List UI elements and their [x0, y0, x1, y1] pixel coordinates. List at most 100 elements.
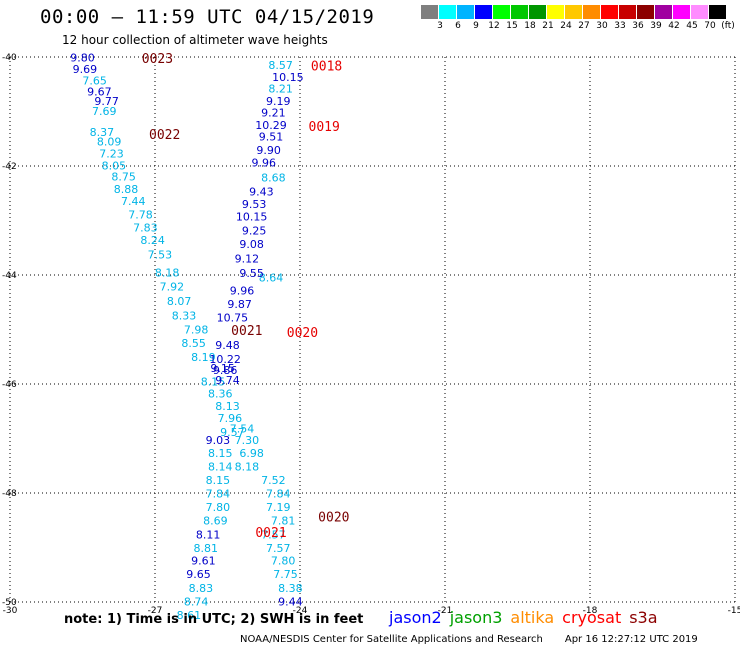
- wave-height-value: 8.83: [189, 582, 214, 595]
- pass-time-label: 0021: [255, 526, 286, 541]
- wave-height-value: 8.19: [191, 351, 216, 364]
- pass-time-label: 0020: [318, 510, 349, 525]
- y-tick-label: -44: [2, 271, 17, 281]
- wave-height-value: 7.81: [271, 514, 296, 527]
- wave-height-value: 7.80: [206, 501, 231, 514]
- pass-time-labels: 0023 0018 0019 0022 0021 0020 0020 0021: [142, 52, 350, 541]
- legend-label: 15: [506, 21, 518, 31]
- legend-label: 27: [578, 21, 590, 31]
- satellite-name: altika: [510, 608, 555, 627]
- legend-swatch: [529, 5, 546, 19]
- wave-height-value: 7.78: [128, 209, 153, 222]
- x-tick-label: -27: [148, 606, 163, 616]
- wave-height-value: 8.18: [155, 266, 180, 279]
- footer-source: NOAA/NESDIS Center for Satellite Applica…: [240, 634, 543, 645]
- satellite-name: cryosat: [562, 608, 622, 627]
- wave-height-value: 8.88: [114, 183, 139, 196]
- wave-height-value: 10.29: [255, 119, 287, 132]
- legend-label: 12: [488, 21, 500, 31]
- wave-height-value: 8.24: [140, 234, 165, 247]
- wave-height-value: 7.96: [218, 412, 243, 425]
- wave-height-value: 8.05: [102, 159, 127, 172]
- y-tick-label: -46: [2, 380, 17, 390]
- wave-height-value: 10.15: [272, 71, 304, 84]
- legend-swatch: [493, 5, 510, 19]
- pass-time-label: 0022: [149, 128, 180, 143]
- legend-swatch: [421, 5, 438, 19]
- wave-height-value: 9.57: [220, 426, 245, 439]
- footer-timestamp: Apr 16 12:27:12 UTC 2019: [564, 634, 698, 645]
- wave-height-value: 9.65: [186, 568, 211, 581]
- wave-height-value: 8.15: [208, 447, 233, 460]
- wave-height-value: 9.96: [252, 157, 277, 170]
- legend-swatch: [511, 5, 528, 19]
- wave-height-value: 8.14: [208, 460, 233, 473]
- wave-height-value: 9.12: [235, 253, 260, 266]
- legend-label: 42: [668, 21, 680, 31]
- x-tick-label: -21: [438, 606, 453, 616]
- x-tick-label: -30: [3, 606, 18, 616]
- wave-height-value: 8.13: [215, 400, 240, 413]
- wave-height-value: 6.98: [239, 447, 264, 460]
- legend-swatch: [709, 5, 726, 19]
- legend-swatch: [673, 5, 690, 19]
- legend-swatch: [457, 5, 474, 19]
- wave-height-value: 9.67: [87, 85, 112, 98]
- wave-height-value: 7.30: [235, 434, 260, 447]
- legend-swatch: [565, 5, 582, 19]
- wave-height-value: 10.22: [209, 353, 241, 366]
- wave-height-value: 7.84: [266, 488, 291, 501]
- legend-label: 18: [524, 21, 536, 31]
- wave-height-value: 9.77: [94, 95, 119, 108]
- wave-height-value: 10.15: [236, 211, 268, 224]
- wave-height-value: 9.53: [242, 198, 267, 211]
- wave-height-value: 9.43: [249, 186, 274, 199]
- legend-label: 36: [632, 21, 644, 31]
- wave-height-value: 8.09: [97, 135, 122, 148]
- wave-height-value: 9.80: [70, 52, 95, 65]
- page-title: 00:00 – 11:59 UTC 04/15/2019: [40, 6, 375, 28]
- legend-label: 24: [560, 21, 572, 31]
- legend-swatch: [547, 5, 564, 19]
- legend-label: 21: [542, 21, 554, 31]
- wave-height-value: 9.86: [213, 364, 238, 377]
- wave-height-value: 9.21: [261, 107, 286, 120]
- wave-height-value: 8.55: [181, 337, 206, 350]
- wave-height-points: 7.65 7.69 8.378.097.238.058.758.887.447.78…: [70, 52, 303, 623]
- satellite-legend: jason2 jason3 altika cryosat s3a: [389, 608, 666, 627]
- wave-height-value: 9.55: [239, 267, 264, 280]
- legend-label: 6: [455, 21, 461, 31]
- wave-height-value: 9.25: [242, 224, 267, 237]
- legend-unit: (ft): [721, 21, 735, 31]
- y-tick-label: -50: [2, 598, 17, 608]
- legend-label: 3: [437, 21, 443, 31]
- wave-height-value: 8.38: [278, 582, 303, 595]
- wave-height-value: 7.84: [206, 488, 231, 501]
- legend-swatch: [439, 5, 456, 19]
- legend-swatch: [619, 5, 636, 19]
- wave-height-value: 7.80: [271, 555, 296, 568]
- wave-height-value: 8.68: [261, 171, 286, 184]
- wave-height-value: 7.75: [273, 568, 298, 581]
- wave-height-value: 8.74: [184, 595, 209, 608]
- wave-height-value: 8.15: [206, 474, 231, 487]
- wave-height-value: 9.51: [259, 131, 284, 144]
- satellite-name: jason3: [449, 608, 503, 627]
- wave-height-value: 7.92: [160, 280, 185, 293]
- legend-swatch: [637, 5, 654, 19]
- x-tick-labels: -30 -27 -24 -21 -18 -15: [3, 606, 740, 616]
- pass-time-label: 0018: [311, 60, 342, 75]
- wave-height-value: 10.75: [217, 312, 249, 325]
- satellite-name: jason2: [389, 608, 442, 627]
- wave-height-value: 8.69: [203, 514, 228, 527]
- wave-height-value: 8.36: [208, 387, 233, 400]
- wave-height-value: 7.57: [266, 542, 291, 555]
- legend-label: 39: [650, 21, 662, 31]
- units-note: note: 1) Time is in UTC; 2) SWH is in fe…: [64, 612, 364, 627]
- page-subtitle: 12 hour collection of altimeter wave hei…: [62, 33, 328, 47]
- wave-height-value: 9.69: [73, 63, 98, 76]
- wave-height-value: 8.61: [177, 609, 202, 622]
- wave-height-value: 8.15: [201, 375, 226, 388]
- wave-height-value: 8.11: [196, 528, 221, 541]
